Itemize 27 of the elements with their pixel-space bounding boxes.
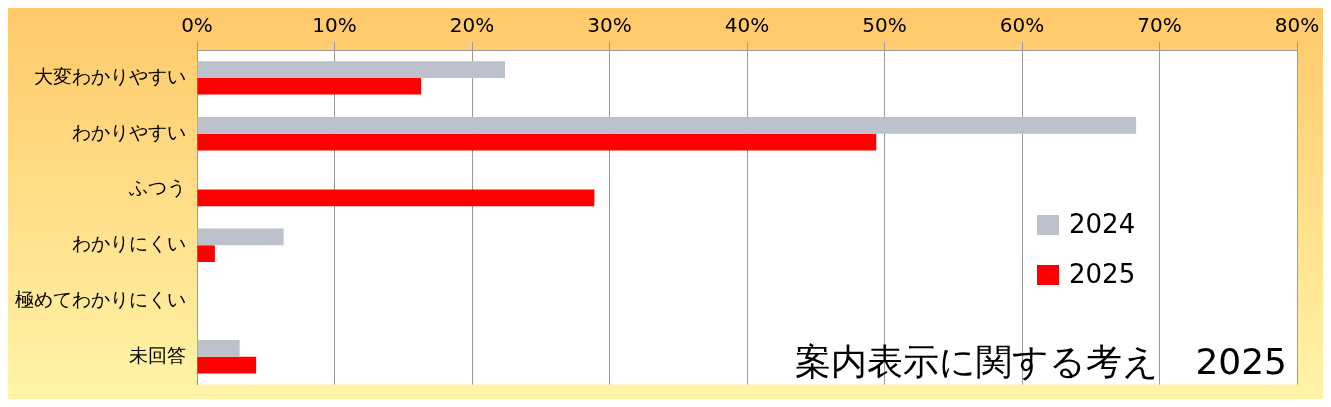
x-tick-label: 60% bbox=[999, 13, 1045, 38]
bar bbox=[197, 189, 595, 207]
bar bbox=[197, 245, 215, 262]
legend-label: 2025 bbox=[1069, 258, 1136, 289]
x-tick-label: 50% bbox=[862, 13, 907, 38]
x-tick-label: 0% bbox=[181, 13, 213, 38]
bar bbox=[197, 61, 505, 78]
y-tick-label: わかりにくい bbox=[72, 232, 186, 255]
bar bbox=[197, 228, 284, 246]
bar bbox=[197, 133, 877, 151]
y-tick-label: 大変わかりやすい bbox=[34, 64, 186, 87]
x-tick-label: 40% bbox=[724, 13, 770, 38]
y-tick-label: ふつう bbox=[128, 176, 186, 199]
bar bbox=[197, 116, 1137, 134]
bar bbox=[197, 339, 240, 357]
legend-label: 2024 bbox=[1069, 208, 1136, 239]
x-tick-label: 10% bbox=[312, 13, 357, 38]
bar bbox=[197, 356, 257, 374]
y-tick-label: 極めてわかりにくい bbox=[15, 287, 186, 310]
text: 案内表示に関する考え 2025 bbox=[795, 340, 1287, 382]
x-tick-label: 20% bbox=[449, 13, 495, 38]
x-tick-label: 30% bbox=[587, 13, 632, 38]
y-tick-label: 未回答 bbox=[129, 343, 186, 366]
x-tick-label: 80% bbox=[1274, 13, 1320, 38]
y-tick-label: わかりやすい bbox=[72, 120, 186, 143]
bar bbox=[197, 77, 422, 95]
x-tick-label: 70% bbox=[1137, 13, 1182, 38]
